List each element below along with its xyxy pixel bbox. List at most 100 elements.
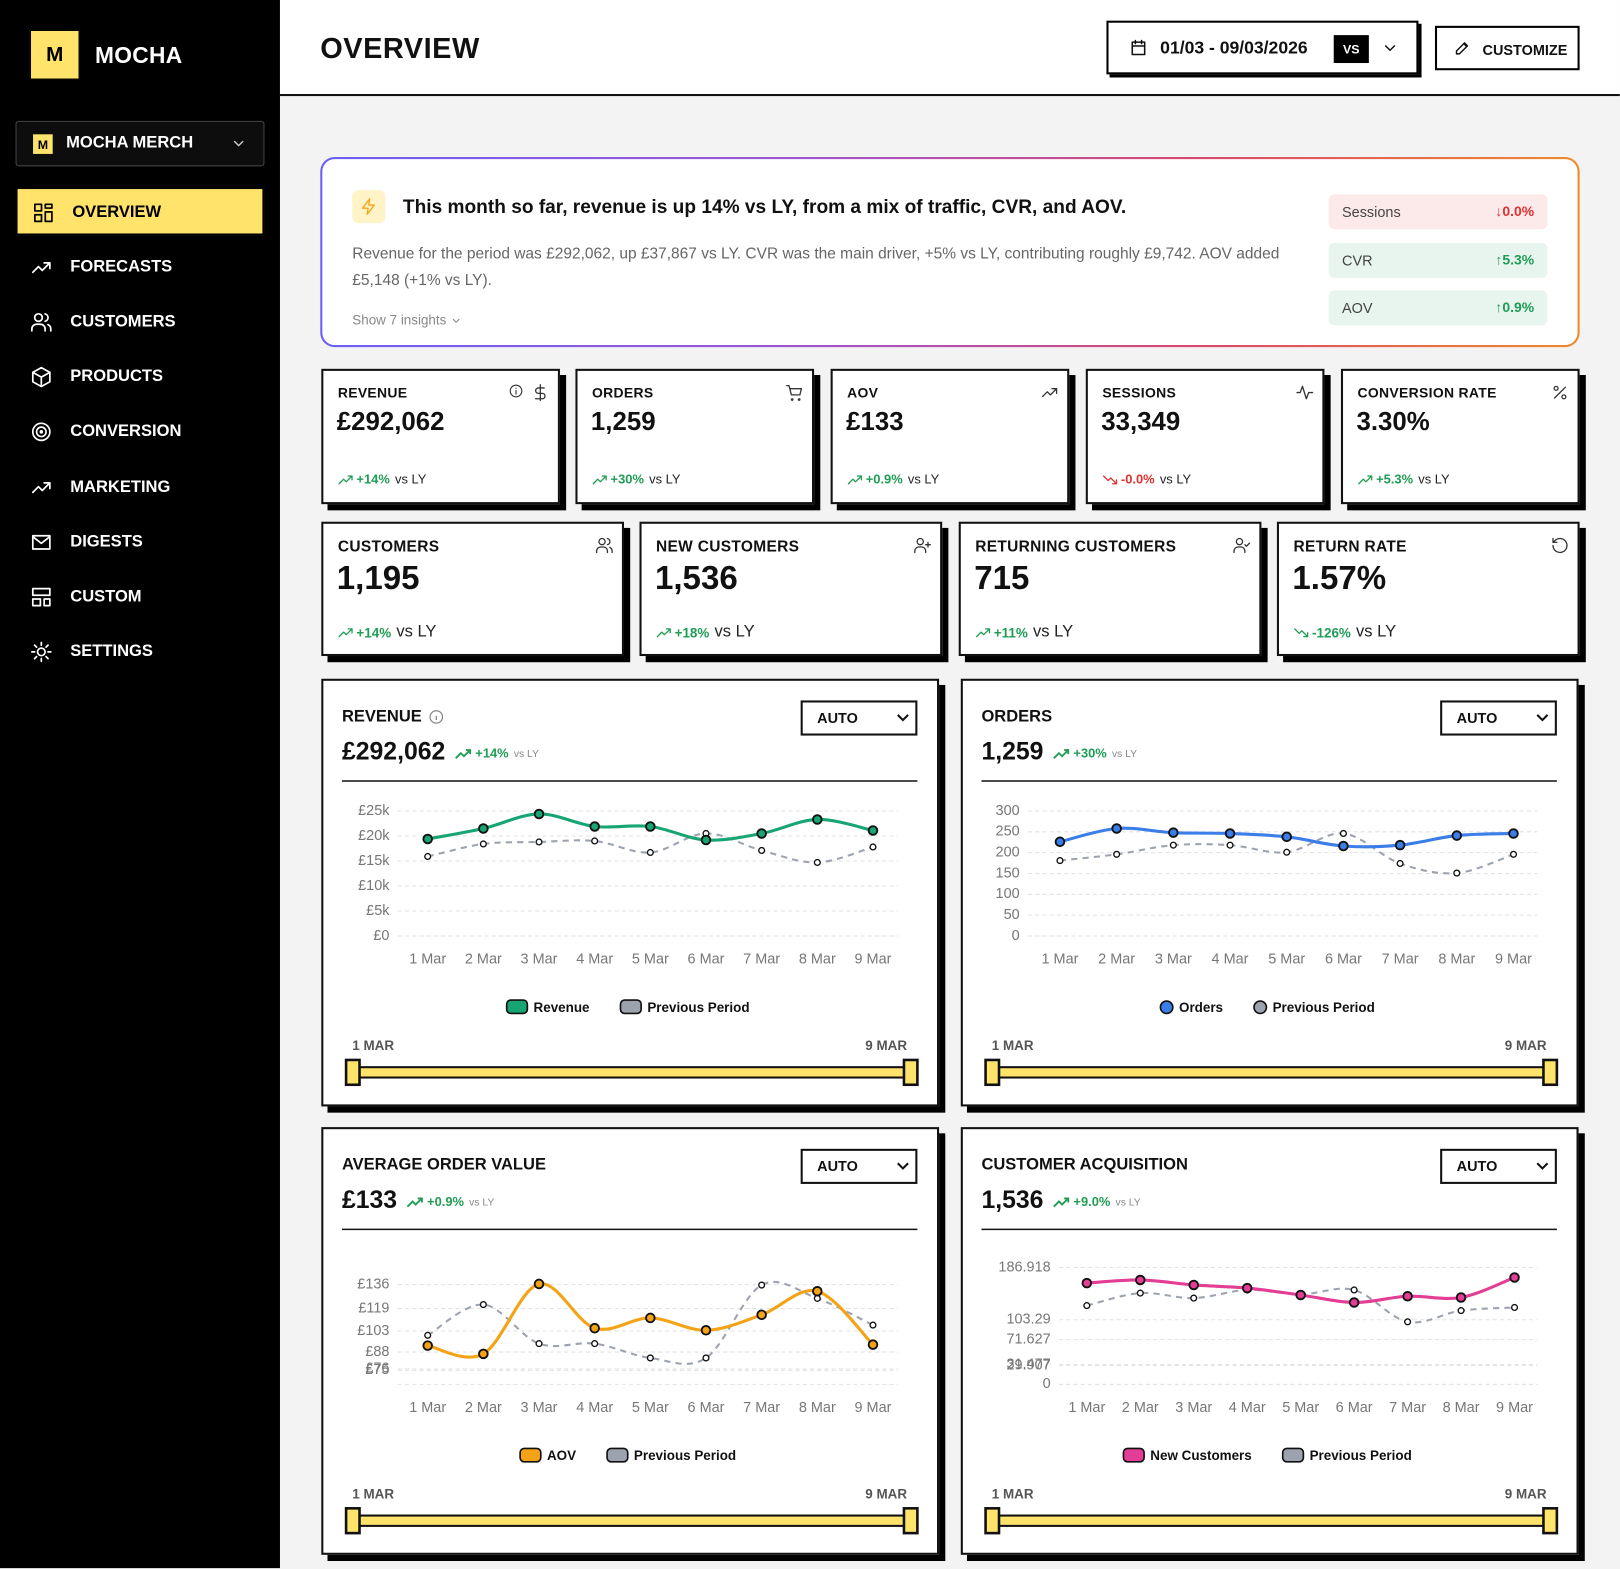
logo-badge: M	[29, 29, 80, 80]
store-selector[interactable]: M MOCHA MERCH	[15, 120, 265, 167]
kpi-change: +14%	[356, 472, 390, 487]
aggregation-select[interactable]	[800, 700, 918, 736]
range-start: 1 MAR	[352, 1038, 394, 1053]
data-point	[1453, 869, 1461, 877]
nav-item[interactable]: CUSTOM	[15, 573, 264, 622]
show-insights[interactable]: Show 7 insights	[352, 312, 465, 327]
data-point	[478, 823, 489, 834]
nav-item[interactable]: FORECASTS	[15, 244, 264, 293]
range-handle[interactable]	[902, 1058, 919, 1087]
icon-path	[31, 482, 51, 494]
chart-title: CUSTOMER ACQUISITION	[981, 1155, 1187, 1174]
icon	[34, 203, 53, 223]
data-point	[869, 843, 877, 851]
nav-label: SETTINGS	[70, 642, 153, 661]
data-point	[1457, 1307, 1465, 1315]
kpi-change-row: +14% vs LY	[338, 469, 426, 490]
date-range-picker[interactable]: 01/03 - 09/03/2026 VS	[1106, 20, 1419, 75]
kpi-change-row: +18% vs LY	[656, 622, 755, 643]
nav-item[interactable]: OVERVIEW	[15, 186, 265, 236]
icon-path	[786, 384, 803, 401]
nav-item[interactable]: MARKETING	[15, 464, 264, 513]
legend-label: New Customers	[1150, 1448, 1251, 1463]
icon-path	[509, 384, 523, 398]
x-tick-label: 6 Mar	[688, 952, 725, 968]
driver-tint	[1328, 290, 1548, 326]
chart-total: £133	[342, 1187, 397, 1214]
x-tick-label: 2 Mar	[1098, 952, 1135, 968]
legend-marker	[1281, 1447, 1305, 1463]
data-point	[1350, 1286, 1358, 1294]
data-point	[1113, 850, 1121, 858]
nav-item[interactable]: CONVERSION	[15, 408, 264, 457]
kpi-value: 1,195	[336, 558, 420, 597]
range-handle[interactable]	[344, 1058, 361, 1087]
nav-item[interactable]: PRODUCTS	[15, 353, 264, 402]
customize-button[interactable]: CUSTOMIZE	[1434, 25, 1580, 71]
data-point	[1508, 828, 1519, 839]
aggregation-select[interactable]	[800, 1148, 918, 1184]
nav-item[interactable]: CUSTOMERS	[15, 299, 264, 348]
range-handle[interactable]	[984, 1507, 1001, 1535]
icon-path	[1553, 385, 1567, 400]
kpi-comparison: vs LY	[1159, 472, 1192, 487]
aggregation-value: AUTO	[817, 711, 858, 727]
range-handle[interactable]	[344, 1507, 361, 1535]
data-point	[756, 1309, 767, 1321]
driver-tint	[1328, 242, 1548, 278]
kpi-card: NEW CUSTOMERS 1,536 +18% vs LY	[639, 521, 943, 657]
data-point	[1510, 1303, 1519, 1312]
data-point	[646, 848, 654, 857]
insight-card	[320, 157, 1580, 348]
icon-path	[656, 627, 671, 637]
kpi-label: AOV	[847, 385, 879, 401]
kpi-card: AOV £133 +0.9% vs LY	[830, 368, 1070, 505]
nav-item[interactable]: DIGESTS	[15, 519, 264, 568]
y-tick-label: 150	[996, 865, 1020, 881]
data-point	[591, 837, 599, 845]
legend-marker	[519, 1447, 542, 1463]
range-track	[349, 1514, 916, 1527]
kpi-card: SESSIONS 33,349 -0.0% vs LY	[1085, 368, 1325, 505]
legend-marker	[1253, 1000, 1268, 1015]
data-point	[1135, 1274, 1146, 1286]
icon	[509, 384, 523, 398]
legend-marker	[619, 999, 642, 1015]
icon	[1131, 39, 1146, 56]
icon	[31, 587, 51, 607]
legend-label: Previous Period	[1310, 1448, 1412, 1463]
icon	[31, 312, 52, 332]
chart-title: ORDERS	[981, 706, 1052, 725]
kpi-comparison: vs LY	[1418, 472, 1450, 487]
kpi-card: CONVERSION RATE 3.30% +5.3% vs LY	[1340, 368, 1580, 505]
kpi-comparison: vs LY	[1033, 622, 1074, 641]
range-handle[interactable]	[1542, 1507, 1559, 1535]
select-chevron	[1536, 714, 1549, 722]
icon-path	[31, 534, 51, 550]
icon	[1102, 474, 1118, 484]
aggregation-select[interactable]	[1440, 1148, 1557, 1184]
data-point	[1054, 836, 1066, 848]
range-handle[interactable]	[984, 1058, 1001, 1087]
compare-badge[interactable]: VS	[1333, 35, 1369, 64]
x-tick-label: 8 Mar	[1438, 952, 1475, 968]
icon	[592, 474, 607, 484]
kpi-card: REVENUE £292,062 +14% vs LY	[321, 368, 560, 505]
icon	[31, 422, 51, 442]
range-end: 9 MAR	[865, 1038, 907, 1053]
kpi-change: +18%	[674, 624, 710, 641]
aggregation-select[interactable]	[1440, 700, 1557, 736]
y-tick-label: £15k	[358, 853, 390, 869]
range-handle[interactable]	[1542, 1058, 1559, 1087]
range-handle[interactable]	[902, 1507, 919, 1535]
kpi-value: 715	[974, 558, 1030, 597]
x-tick-label: 8 Mar	[1443, 1400, 1480, 1416]
icon	[31, 261, 51, 274]
data-point	[478, 1348, 489, 1360]
nav-item[interactable]: SETTINGS	[15, 628, 264, 677]
data-point	[1136, 1289, 1144, 1297]
data-point	[424, 852, 432, 861]
chart-change: +9.0%	[1073, 1194, 1110, 1209]
